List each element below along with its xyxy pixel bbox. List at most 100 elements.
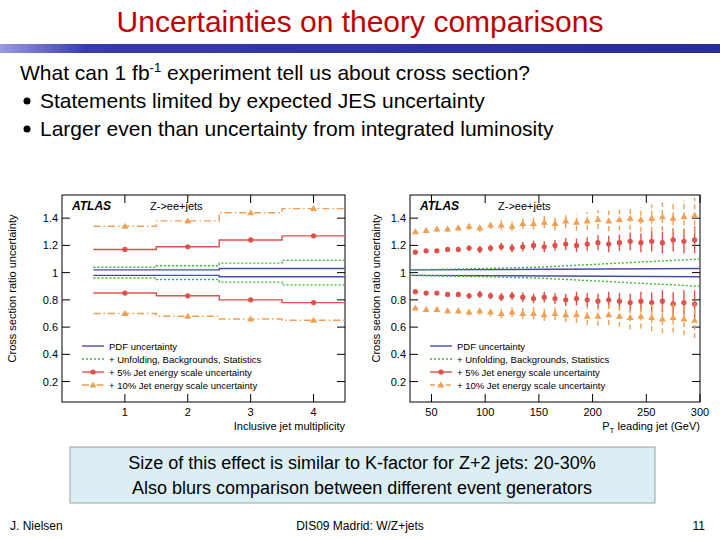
- marker: [573, 219, 580, 225]
- marker: [648, 314, 655, 320]
- legend: PDF uncertainty+ Unfolding, Backgrounds,…: [82, 341, 262, 391]
- marker: [122, 290, 127, 295]
- title-bar: [0, 44, 720, 53]
- y-tick: [692, 354, 700, 355]
- marker: [552, 296, 557, 301]
- legend-label: PDF uncertainty: [109, 341, 177, 352]
- y-tick: [410, 245, 418, 246]
- x-tick: [313, 394, 314, 402]
- marker: [466, 293, 471, 298]
- marker: [310, 205, 317, 211]
- plot-frame: [62, 195, 345, 402]
- marker: [509, 246, 514, 251]
- marker: [573, 311, 580, 317]
- marker: [487, 221, 494, 227]
- marker: [311, 233, 316, 238]
- y-tick-label: 0.4: [391, 348, 406, 360]
- marker: [552, 310, 559, 316]
- y-axis-label: Cross section ratio uncertainty: [6, 214, 18, 362]
- legend-label: + Unfolding, Backgrounds, Statistics: [457, 354, 610, 365]
- bullet-dot: [24, 98, 31, 105]
- marker: [498, 221, 505, 227]
- marker: [499, 295, 504, 300]
- marker: [122, 247, 127, 252]
- marker: [648, 215, 655, 221]
- marker: [466, 223, 473, 229]
- marker: [541, 219, 548, 225]
- y-tick: [410, 327, 418, 328]
- y-tick-label: 0.2: [43, 376, 58, 388]
- y-tick: [337, 245, 345, 246]
- y-tick: [410, 381, 418, 382]
- marker: [574, 296, 579, 301]
- marker: [509, 293, 514, 298]
- marker: [531, 243, 536, 248]
- x-tick-label: 250: [637, 406, 655, 418]
- y-tick-label: 0.8: [391, 294, 406, 306]
- marker: [605, 311, 612, 317]
- x-tick-label: 300: [691, 406, 709, 418]
- x-tick-label: 150: [530, 406, 548, 418]
- marker: [617, 299, 622, 304]
- x-tick: [700, 195, 701, 203]
- marker: [498, 310, 505, 316]
- marker: [476, 307, 483, 313]
- marker: [487, 309, 494, 315]
- y-tick: [692, 327, 700, 328]
- marker: [121, 223, 128, 229]
- x-axis-label-part: P: [602, 420, 609, 432]
- y-tick: [337, 272, 345, 273]
- marker: [509, 223, 516, 229]
- marker: [649, 239, 654, 244]
- y-tick: [692, 245, 700, 246]
- marker: [616, 313, 623, 319]
- y-tick: [62, 381, 70, 382]
- x-tick: [646, 195, 647, 203]
- marker: [456, 292, 461, 297]
- legend-label: + 10% Jet energy scale uncertainty: [457, 380, 605, 391]
- marker: [552, 220, 559, 226]
- marker: [185, 244, 190, 249]
- marker: [121, 310, 128, 316]
- marker: [455, 224, 462, 230]
- marker: [455, 307, 462, 313]
- marker: [520, 295, 525, 300]
- marker: [248, 297, 253, 302]
- marker: [444, 307, 451, 313]
- step-line: [93, 313, 345, 320]
- y-tick: [62, 354, 70, 355]
- x-tick: [124, 394, 125, 402]
- marker: [563, 297, 568, 302]
- annotation: Z->ee+jets: [150, 200, 203, 212]
- marker: [671, 237, 676, 242]
- marker: [466, 246, 471, 251]
- marker: [552, 243, 557, 248]
- annotation: ATLAS: [71, 199, 111, 213]
- x-tick: [485, 195, 486, 203]
- marker: [637, 216, 644, 222]
- annotation: ATLAS: [419, 199, 459, 213]
- marker: [692, 237, 697, 242]
- legend-marker: [438, 369, 443, 374]
- marker: [691, 212, 698, 218]
- legend-marker: [438, 382, 445, 388]
- x-tick: [431, 394, 432, 402]
- y-tick: [692, 299, 700, 300]
- x-axis-label: PT leading jet (GeV): [602, 420, 700, 435]
- callout-text: Also blurs comparison between different …: [132, 478, 592, 498]
- callout-text: Size of this effect is similar to K-fact…: [128, 453, 595, 473]
- x-tick: [485, 394, 486, 402]
- y-tick: [337, 327, 345, 328]
- marker: [509, 309, 516, 315]
- marker: [424, 248, 429, 253]
- x-axis-label: Inclusive jet multiplicity: [234, 420, 346, 432]
- marker: [606, 297, 611, 302]
- marker: [519, 220, 526, 226]
- x-tick-label: 2: [185, 406, 191, 418]
- y-axis-label: Cross section ratio uncertainty: [370, 214, 382, 362]
- y-tick-label: 1.2: [43, 239, 58, 251]
- footer-author: J. Nielsen: [10, 519, 63, 533]
- marker: [424, 290, 429, 295]
- marker: [519, 310, 526, 316]
- x-tick: [538, 394, 539, 402]
